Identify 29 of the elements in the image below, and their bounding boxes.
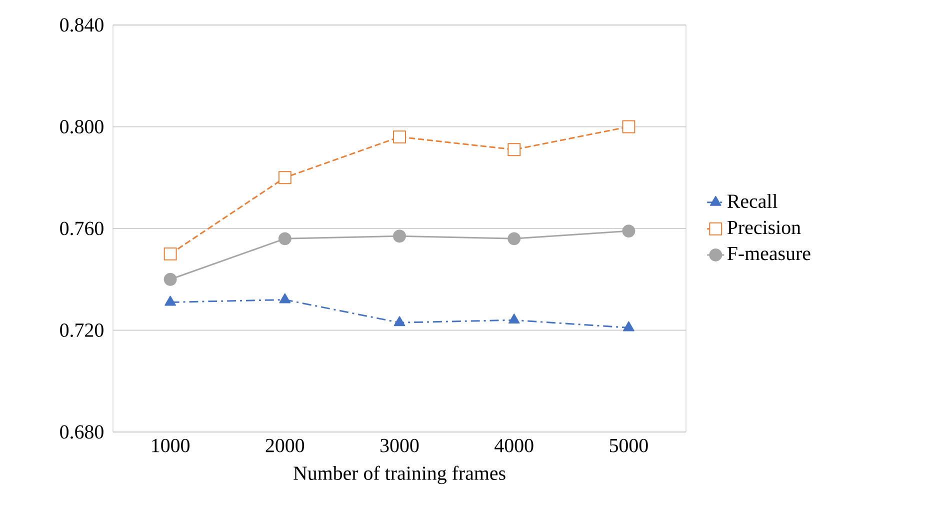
point [623,321,634,332]
x-tick-label: 3000 [380,438,419,452]
point [508,314,520,324]
point [622,120,636,134]
y-tick-label: 0.800 [60,120,104,134]
x-tick-label: 2000 [266,438,304,452]
y-tick-label: 0.720 [60,323,104,338]
point [508,232,521,246]
y-tick-label: 0.760 [60,222,104,236]
point [279,293,291,304]
point [394,316,406,326]
point [622,224,636,238]
legend-label: Precision [727,220,801,234]
point [278,171,292,184]
legend-label: Recall [727,194,778,208]
point [164,296,176,306]
point [393,130,406,144]
x-tick-label: 4000 [494,438,534,452]
y-tick-label: 0.680 [60,425,104,439]
point [508,143,521,156]
legend-label: F-measure [727,246,810,260]
x-axis-title: Number of training frames [294,466,506,484]
point [164,247,177,260]
point [278,232,292,246]
point [164,272,177,286]
point [393,230,406,243]
x-tick-label: 1000 [152,438,190,452]
x-tick-label: 5000 [610,438,648,452]
y-tick-label: 0.840 [60,18,104,32]
